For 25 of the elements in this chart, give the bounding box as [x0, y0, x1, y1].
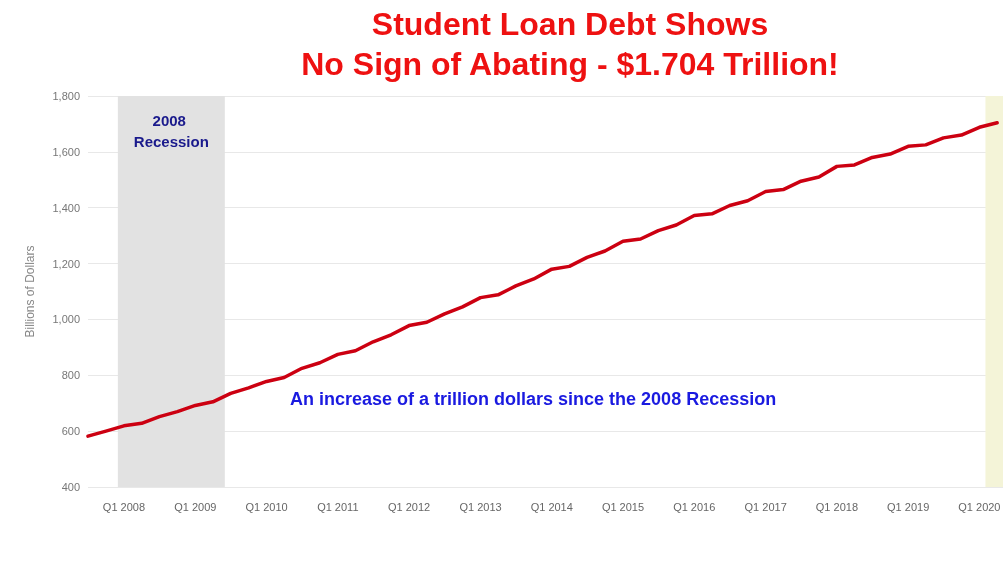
- x-tick-label: Q1 2012: [387, 500, 431, 513]
- x-tick-label: Q1 2009: [174, 500, 217, 513]
- x-tick-label: Q1 2017: [744, 500, 787, 513]
- y-tick-label: 1,000: [52, 313, 80, 326]
- x-tick-label: Q1 2019: [887, 500, 930, 513]
- x-tick-label: Q1 2011: [317, 500, 359, 513]
- x-tick-label: Q1 2018: [815, 500, 858, 513]
- y-tick-label: 1,200: [52, 257, 80, 270]
- annotation: An increase of a trillion dollars since the 2008 Recession: [290, 389, 777, 409]
- y-tick-label: 600: [61, 425, 80, 438]
- x-tick-label: Q1 2015: [601, 500, 645, 513]
- y-tick-label: 1,400: [52, 201, 80, 214]
- x-tick-label: Q1 2016: [673, 500, 716, 513]
- x-tick-label: Q1 2020: [958, 500, 1001, 513]
- y-tick-label: 400: [61, 481, 80, 493]
- chart-title: Student Loan Debt Shows No Sign of Abating - $1.704 Trillion!: [301, 6, 839, 82]
- band-label: 2008 Recession: [133, 112, 209, 150]
- x-tick-label: Q1 2014: [530, 500, 573, 513]
- y-tick-label: 1,800: [52, 90, 80, 102]
- y-tick-label: 800: [61, 369, 80, 382]
- x-tick-label: Q1 2008: [102, 500, 146, 513]
- x-tick-label: Q1 2013: [459, 500, 502, 513]
- y-axis-title: Billions of Dollars: [23, 245, 37, 338]
- x-tick-label: Q1 2010: [245, 500, 288, 513]
- y-tick-label: 1,600: [52, 145, 80, 158]
